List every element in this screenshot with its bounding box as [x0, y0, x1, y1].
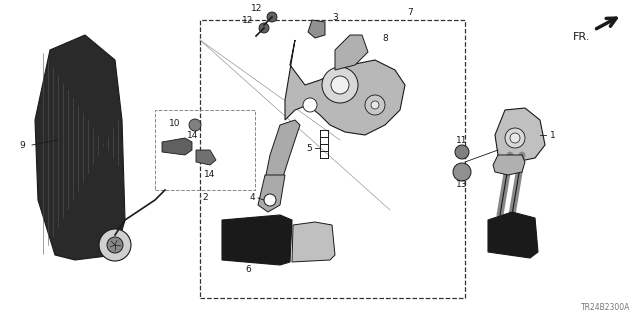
Polygon shape [292, 222, 335, 262]
Polygon shape [258, 175, 285, 212]
Circle shape [453, 163, 471, 181]
Polygon shape [495, 108, 545, 162]
Text: 5: 5 [307, 143, 312, 153]
Circle shape [371, 101, 379, 109]
Polygon shape [335, 35, 368, 70]
Text: 14: 14 [204, 170, 216, 179]
Polygon shape [222, 215, 292, 265]
Bar [155, 110, 255, 190]
Polygon shape [35, 35, 125, 260]
Circle shape [505, 128, 525, 148]
Bar [200, 20, 465, 298]
Text: 3: 3 [332, 12, 338, 21]
Polygon shape [162, 138, 192, 155]
Text: 12: 12 [252, 4, 262, 12]
Polygon shape [488, 212, 538, 258]
Circle shape [365, 95, 385, 115]
Text: 4: 4 [249, 194, 255, 203]
Polygon shape [493, 155, 525, 175]
Text: 8: 8 [382, 34, 388, 43]
Text: 14: 14 [188, 131, 198, 140]
Polygon shape [285, 40, 405, 135]
Circle shape [189, 119, 201, 131]
Text: 9: 9 [19, 140, 25, 149]
Text: 7: 7 [407, 7, 413, 17]
Circle shape [331, 76, 349, 94]
Circle shape [455, 145, 469, 159]
Circle shape [322, 67, 358, 103]
Circle shape [267, 12, 277, 22]
Text: 10: 10 [168, 118, 180, 127]
Text: FR.: FR. [573, 32, 590, 42]
Text: TR24B2300A: TR24B2300A [580, 303, 630, 312]
Text: 1: 1 [550, 131, 556, 140]
Circle shape [259, 23, 269, 33]
Circle shape [303, 98, 317, 112]
Polygon shape [308, 20, 325, 38]
Polygon shape [196, 150, 216, 165]
Text: 2: 2 [202, 194, 208, 203]
Text: 11: 11 [456, 135, 468, 145]
Circle shape [107, 237, 123, 253]
Polygon shape [265, 120, 300, 185]
Circle shape [264, 194, 276, 206]
Text: 12: 12 [243, 15, 253, 25]
Text: 6: 6 [245, 266, 251, 275]
Text: 13: 13 [456, 180, 468, 188]
Circle shape [99, 229, 131, 261]
Circle shape [510, 133, 520, 143]
